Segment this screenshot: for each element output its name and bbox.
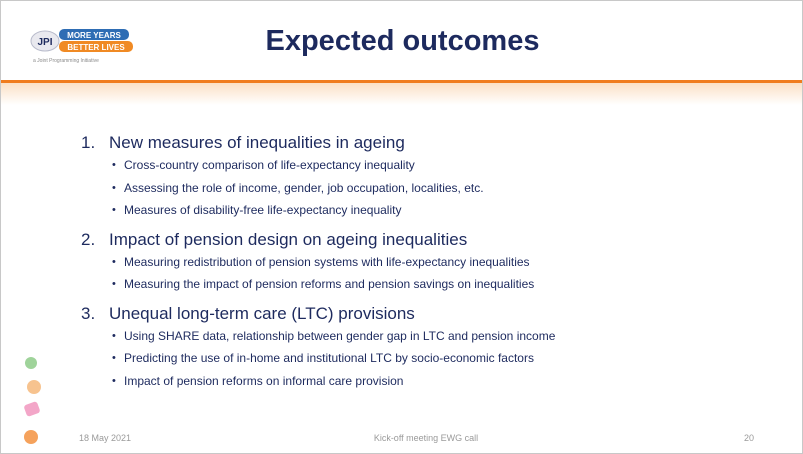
flower xyxy=(25,357,37,369)
flower xyxy=(27,380,41,394)
bullet-text: Assessing the role of income, gender, jo… xyxy=(124,181,484,195)
bullet-text: Predicting the use of in-home and instit… xyxy=(124,351,534,365)
bullet-dot: • xyxy=(112,256,116,268)
bullet-dot: • xyxy=(112,278,116,290)
slide: JPI MORE YEARS BETTER LIVES a Joint Prog… xyxy=(0,0,803,454)
bullet-dot: • xyxy=(112,352,116,364)
header-fade xyxy=(1,83,803,105)
logo-tagline: a Joint Programming Initiative xyxy=(33,58,99,64)
bullet-text: Measuring the impact of pension reforms … xyxy=(124,277,534,291)
bullet-text: Measuring redistribution of pension syst… xyxy=(124,255,530,269)
item-number: 2. xyxy=(81,230,95,250)
item-heading: New measures of inequalities in ageing xyxy=(109,133,405,153)
item-heading: Impact of pension design on ageing inequ… xyxy=(109,230,467,250)
bullet-dot: • xyxy=(112,330,116,342)
flower xyxy=(23,401,40,417)
footer-page: 20 xyxy=(744,433,754,443)
bullet-dot: • xyxy=(112,182,116,194)
bullet-text: Cross-country comparison of life-expecta… xyxy=(124,158,415,172)
bullet-text: Using SHARE data, relationship between g… xyxy=(124,329,555,343)
bullet-text: Measures of disability-free life-expecta… xyxy=(124,203,401,217)
bullet-dot: • xyxy=(112,159,116,171)
bullet-text: Impact of pension reforms on informal ca… xyxy=(124,374,403,388)
item-heading: Unequal long-term care (LTC) provisions xyxy=(109,304,415,324)
bullet-dot: • xyxy=(112,204,116,216)
bullet-dot: • xyxy=(112,375,116,387)
footer-event: Kick-off meeting EWG call xyxy=(1,433,803,443)
item-number: 1. xyxy=(81,133,95,153)
item-number: 3. xyxy=(81,304,95,324)
slide-title: Expected outcomes xyxy=(1,25,803,58)
